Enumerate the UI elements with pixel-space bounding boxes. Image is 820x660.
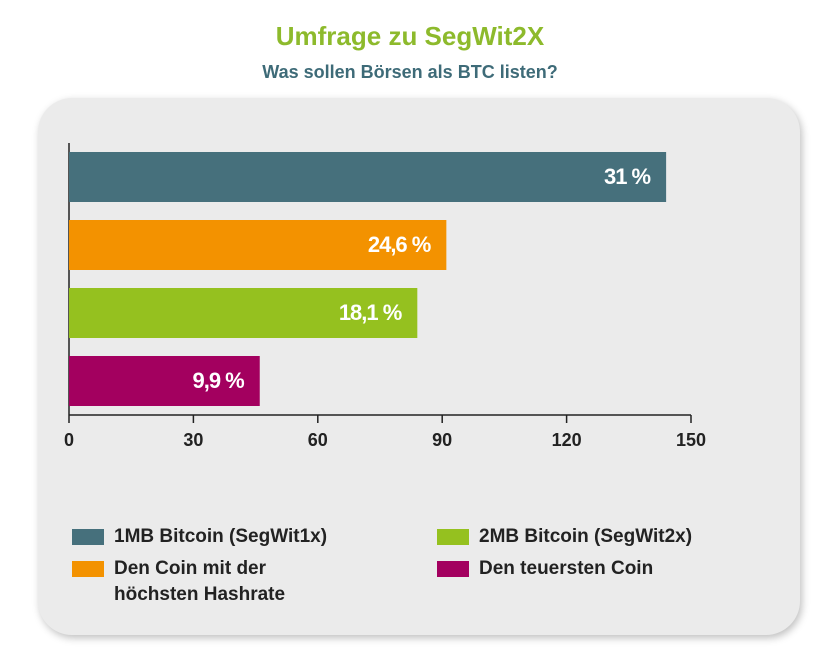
x-tick-label: 90 xyxy=(432,430,452,450)
legend-label: Den Coin mit der höchsten Hashrate xyxy=(114,558,286,605)
x-tick-label: 120 xyxy=(552,430,582,450)
chart-subtitle: Was sollen Börsen als BTC listen? xyxy=(262,62,557,82)
legend-item: 2MB Bitcoin (SegWit2x) xyxy=(437,524,772,550)
value-label: 31 % xyxy=(604,164,651,189)
legend-item: 1MB Bitcoin (SegWit1x) xyxy=(72,524,437,550)
legend-label: 1MB Bitcoin (SegWit1x) xyxy=(114,526,328,547)
legend-item: Den teuersten Coin xyxy=(437,556,772,608)
value-label: 24,6 % xyxy=(368,232,431,257)
bar xyxy=(69,288,418,338)
legend-item: Den Coin mit der höchsten Hashrate xyxy=(72,556,437,608)
legend-label: 2MB Bitcoin (SegWit2x) xyxy=(479,526,693,547)
legend-swatch xyxy=(437,529,469,545)
legend-swatch xyxy=(72,561,104,577)
value-label: 18,1 % xyxy=(339,300,402,325)
bar xyxy=(69,356,260,406)
legend-label: Den teuersten Coin xyxy=(479,558,654,579)
chart-title: Umfrage zu SegWit2X xyxy=(276,21,545,51)
bar xyxy=(69,220,447,270)
legend: 1MB Bitcoin (SegWit1x) Den Coin mit der h… xyxy=(72,524,772,608)
legend-swatch xyxy=(72,529,104,545)
legend-swatch xyxy=(437,561,469,577)
x-tick-label: 150 xyxy=(676,430,706,450)
value-label: 9,9 % xyxy=(192,368,244,393)
x-tick-label: 30 xyxy=(183,430,203,450)
x-tick-label: 0 xyxy=(64,430,74,450)
bar xyxy=(69,152,667,202)
x-tick-label: 60 xyxy=(308,430,328,450)
